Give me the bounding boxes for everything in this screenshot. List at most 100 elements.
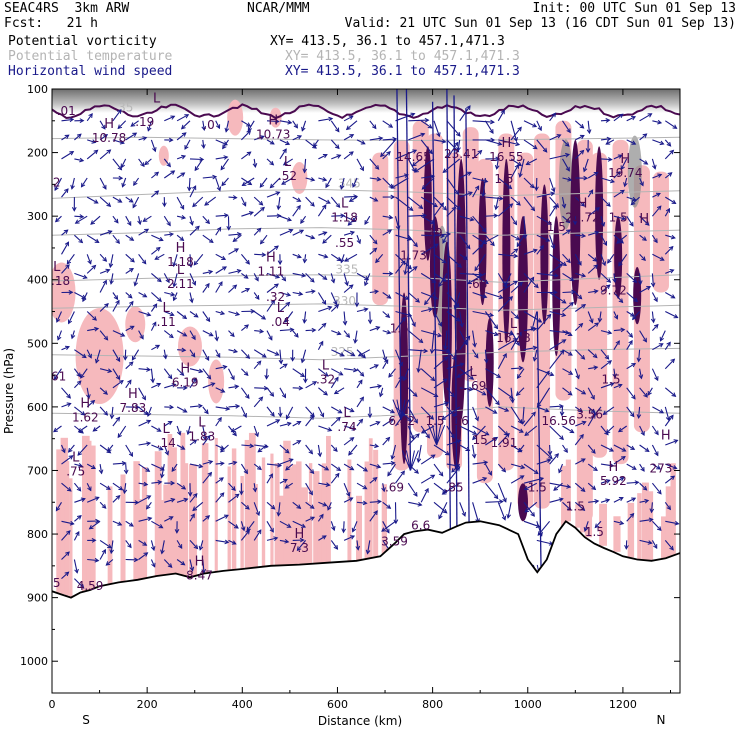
wind-vector [161, 540, 165, 554]
wind-vector-head [387, 471, 392, 477]
wind-vector [266, 139, 275, 145]
wind-vector-head [67, 447, 73, 453]
wind-vector-head [274, 351, 280, 356]
y-axis-label: Pressure (hPa) [2, 348, 16, 434]
wind-vector [189, 559, 194, 571]
wind-vector [305, 406, 315, 417]
wind-vector-head [190, 352, 196, 358]
wind-vector [193, 253, 204, 266]
wind-vector-head [347, 221, 353, 226]
plot-frame [51, 88, 681, 694]
wind-vector [99, 120, 106, 130]
wind-vector-head [206, 374, 212, 380]
wind-vector-head [673, 439, 679, 444]
wind-vector [99, 230, 112, 236]
wind-vector [574, 482, 586, 492]
wind-vector [664, 246, 674, 255]
wind-vector-head [123, 355, 128, 361]
wind-vector [86, 149, 98, 160]
wind-vector-head [223, 514, 229, 519]
wind-vector [112, 368, 120, 380]
extrema-value-label: .74 [337, 420, 356, 434]
wind-vector-head [322, 502, 328, 507]
pv-streak [107, 486, 113, 585]
wind-vector [511, 367, 523, 370]
extrema-marker: L.52 [278, 155, 297, 183]
extrema-type-label: L [469, 365, 477, 380]
wind-vector [61, 151, 74, 160]
extrema-marker: L.32 [316, 358, 335, 386]
wind-vector-head [127, 221, 132, 227]
wind-vector-head [259, 239, 265, 245]
wind-vector [613, 497, 624, 503]
wind-vector-head [273, 536, 279, 541]
extrema-type-label: L [322, 358, 330, 373]
wind-vector-head [118, 485, 124, 491]
wind-vector [472, 215, 487, 233]
wind-vector-head [70, 334, 76, 340]
wind-vector-head [620, 327, 626, 333]
wind-vector [562, 302, 574, 312]
wind-vector-head [594, 322, 600, 327]
wind-vector-head [90, 399, 96, 405]
wind-vector-head [373, 197, 379, 202]
wind-vector-head [308, 449, 314, 455]
wind-vector-head [103, 335, 109, 341]
wind-vector-head [492, 409, 498, 414]
wind-vector [510, 234, 520, 241]
wind-vector-head [365, 549, 371, 555]
wind-vector-head [230, 427, 236, 433]
wind-vector [504, 273, 512, 286]
wind-vector-head [212, 174, 218, 180]
wind-vector-head [123, 469, 129, 475]
wind-vector [74, 380, 82, 389]
pv-streak [176, 483, 181, 574]
wind-vector [120, 158, 127, 168]
wind-vector [322, 234, 332, 244]
wind-vector-head [643, 160, 649, 165]
wind-vector-head [145, 504, 151, 510]
wind-vector [164, 310, 174, 316]
wind-vector-head [450, 433, 455, 439]
wind-vector-head [259, 183, 265, 188]
wind-vector-head [169, 311, 175, 317]
wind-vector-head [69, 151, 75, 156]
wind-vector-head [299, 537, 305, 543]
wind-vector [71, 330, 75, 339]
wind-vector [472, 185, 480, 198]
pv-streak [253, 483, 258, 568]
wind-vector-head [103, 410, 109, 416]
wind-vector [639, 286, 651, 293]
wind-vector-head [390, 184, 396, 189]
wind-vector-head [94, 326, 100, 332]
wind-vector-head [53, 375, 59, 380]
extrema-marker: H5.92 [600, 460, 627, 488]
wind-vector [484, 234, 495, 246]
wind-vector-head [274, 283, 279, 289]
wind-vector [163, 444, 169, 455]
wind-vector-head [593, 264, 599, 270]
wind-vector [433, 120, 440, 137]
wind-vector-head [508, 295, 514, 301]
wind-vector-head [376, 176, 382, 182]
wind-vector-head [474, 266, 479, 272]
wind-vector [600, 499, 610, 503]
wind-vector [189, 540, 199, 549]
wind-vector [485, 214, 498, 217]
wind-vector-head [556, 134, 562, 139]
wind-vector-head [354, 302, 360, 308]
wind-vector-head [66, 530, 71, 535]
wind-vector [270, 177, 281, 188]
wind-vector-head [221, 255, 227, 260]
wind-vector-head [334, 376, 339, 382]
wind-vector [664, 150, 674, 160]
wind-vector-head [618, 113, 624, 119]
pv-streak [81, 435, 90, 593]
pv-contour-core [485, 317, 494, 407]
wind-vector [431, 330, 435, 354]
wind-vector [664, 387, 676, 397]
wind-vector-head [561, 312, 567, 317]
wind-vector [472, 502, 480, 523]
wind-vector-head [302, 168, 308, 174]
wind-vector [523, 120, 537, 128]
